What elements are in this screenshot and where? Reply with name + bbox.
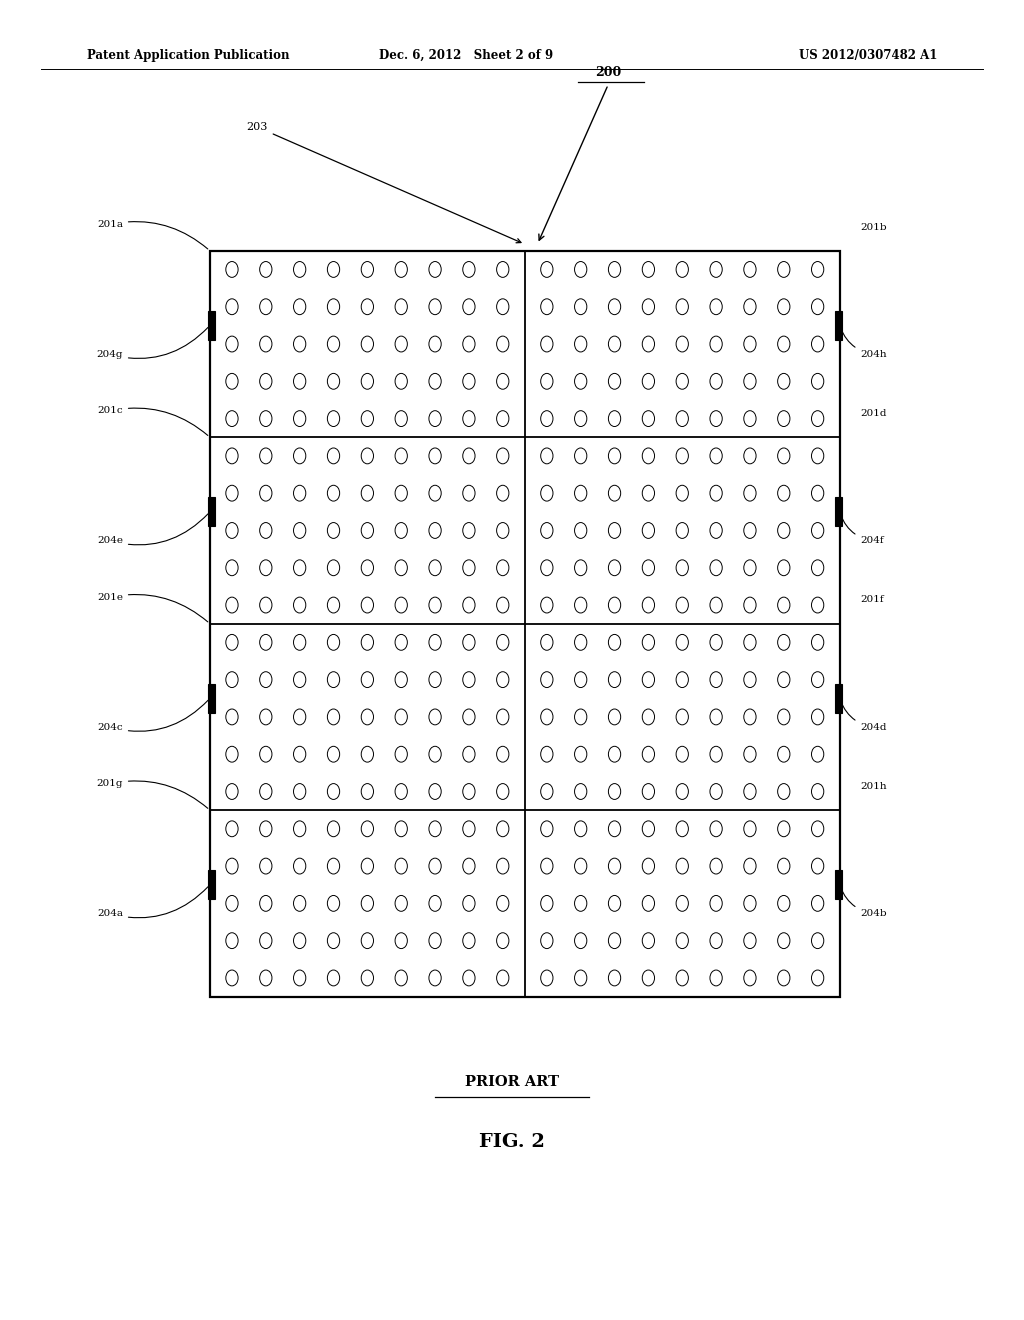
Bar <box>835 312 842 341</box>
Text: 201h: 201h <box>860 781 887 791</box>
Text: 201b: 201b <box>860 223 887 231</box>
Text: Patent Application Publication: Patent Application Publication <box>87 49 290 62</box>
Text: 204e: 204e <box>97 513 208 545</box>
Bar <box>208 498 215 527</box>
Text: 201f: 201f <box>860 595 884 605</box>
Bar <box>835 870 842 899</box>
Text: 200: 200 <box>595 66 622 79</box>
Text: 201c: 201c <box>97 407 208 436</box>
Text: PRIOR ART: PRIOR ART <box>465 1076 559 1089</box>
Text: 204d: 204d <box>841 701 887 731</box>
Bar <box>835 498 842 527</box>
Text: 204h: 204h <box>841 327 887 359</box>
Text: 203: 203 <box>247 121 521 243</box>
Text: FIG. 2: FIG. 2 <box>479 1133 545 1151</box>
Bar <box>835 684 842 713</box>
Bar <box>208 312 215 341</box>
Text: 204b: 204b <box>841 887 887 919</box>
Text: Dec. 6, 2012   Sheet 2 of 9: Dec. 6, 2012 Sheet 2 of 9 <box>379 49 553 62</box>
Text: 201d: 201d <box>860 409 887 418</box>
Text: 201g: 201g <box>96 779 208 808</box>
Text: 204c: 204c <box>97 701 208 731</box>
Text: 201a: 201a <box>97 220 208 249</box>
Bar <box>210 251 840 997</box>
Bar <box>208 870 215 899</box>
Text: 201e: 201e <box>97 593 208 622</box>
Text: 204a: 204a <box>97 887 208 919</box>
Text: 204g: 204g <box>96 327 208 359</box>
Bar <box>208 684 215 713</box>
Text: 204f: 204f <box>841 515 884 545</box>
Text: US 2012/0307482 A1: US 2012/0307482 A1 <box>799 49 937 62</box>
